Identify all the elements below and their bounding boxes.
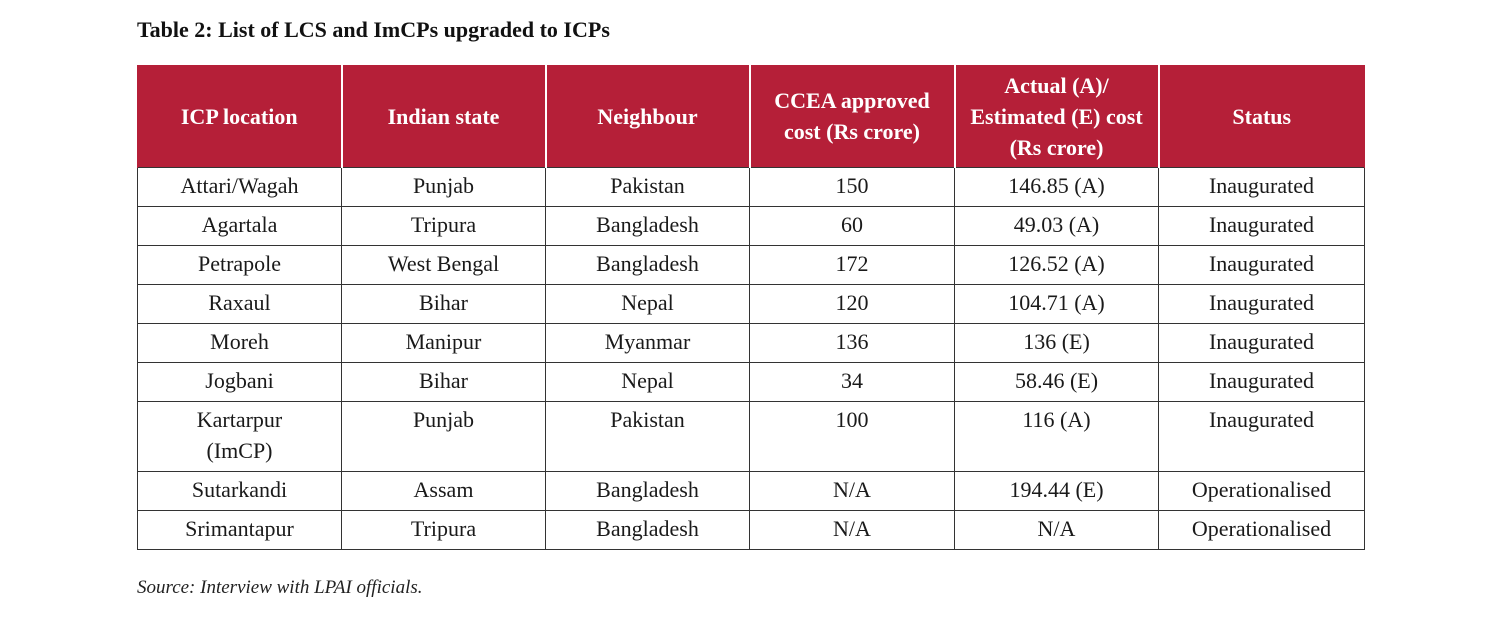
header-neighbour: Neighbour: [544, 65, 751, 168]
cell-icp-location: Agartala: [137, 206, 342, 246]
cell-icp-location: Attari/Wagah: [137, 167, 342, 207]
cell-actual-cost: 146.85 (A): [954, 167, 1159, 207]
table-title: Table 2: List of LCS and ImCPs upgraded …: [137, 17, 610, 42]
cell-actual-cost: 49.03 (A): [954, 206, 1159, 246]
cell-indian-state: West Bengal: [341, 245, 546, 285]
cell-ccea-cost: 120: [749, 284, 955, 324]
header-actual-estimated-cost: Actual (A)/ Estimated (E) cost (Rs crore…: [953, 65, 1160, 168]
cell-status: Inaugurated: [1158, 323, 1365, 363]
cell-indian-state: Tripura: [341, 510, 546, 550]
table-row: Agartala Tripura Bangladesh 60 49.03 (A)…: [137, 206, 1365, 246]
cell-status: Operationalised: [1158, 510, 1365, 550]
cell-neighbour: Pakistan: [545, 167, 750, 207]
cell-actual-cost: 136 (E): [954, 323, 1159, 363]
cell-ccea-cost: 34: [749, 362, 955, 402]
header-row: ICP location Indian state Neighbour CCEA…: [137, 65, 1365, 168]
cell-actual-cost: 116 (A): [954, 401, 1159, 472]
table-row: Jogbani Bihar Nepal 34 58.46 (E) Inaugur…: [137, 362, 1365, 402]
cell-icp-location: Srimantapur: [137, 510, 342, 550]
cell-neighbour: Nepal: [545, 284, 750, 324]
cell-status: Inaugurated: [1158, 167, 1365, 207]
cell-icp-location: Petrapole: [137, 245, 342, 285]
cell-actual-cost: 58.46 (E): [954, 362, 1159, 402]
table-row: Petrapole West Bengal Bangladesh 172 126…: [137, 245, 1365, 285]
cell-ccea-cost: 150: [749, 167, 955, 207]
cell-ccea-cost: 100: [749, 401, 955, 472]
header-ccea-cost: CCEA approved cost (Rs crore): [748, 65, 956, 168]
cell-actual-cost: 194.44 (E): [954, 471, 1159, 511]
cell-neighbour: Nepal: [545, 362, 750, 402]
table-row: Moreh Manipur Myanmar 136 136 (E) Inaugu…: [137, 323, 1365, 363]
cell-status: Operationalised: [1158, 471, 1365, 511]
cell-indian-state: Bihar: [341, 362, 546, 402]
table-row: Srimantapur Tripura Bangladesh N/A N/A O…: [137, 510, 1365, 550]
cell-indian-state: Punjab: [341, 401, 546, 472]
cell-neighbour: Pakistan: [545, 401, 750, 472]
cell-neighbour: Bangladesh: [545, 245, 750, 285]
cell-status: Inaugurated: [1158, 401, 1365, 472]
cell-indian-state: Punjab: [341, 167, 546, 207]
cell-icp-location: Jogbani: [137, 362, 342, 402]
cell-status: Inaugurated: [1158, 245, 1365, 285]
table-row: Raxaul Bihar Nepal 120 104.71 (A) Inaugu…: [137, 284, 1365, 324]
cell-actual-cost: 104.71 (A): [954, 284, 1159, 324]
cell-actual-cost: N/A: [954, 510, 1159, 550]
cell-actual-cost: 126.52 (A): [954, 245, 1159, 285]
cell-ccea-cost: 136: [749, 323, 955, 363]
cell-icp-location: Moreh: [137, 323, 342, 363]
table-row: Kartarpur (ImCP) Punjab Pakistan 100 116…: [137, 401, 1365, 472]
cell-indian-state: Assam: [341, 471, 546, 511]
cell-indian-state: Tripura: [341, 206, 546, 246]
cell-neighbour: Bangladesh: [545, 471, 750, 511]
cell-neighbour: Bangladesh: [545, 206, 750, 246]
cell-ccea-cost: 172: [749, 245, 955, 285]
cell-ccea-cost: N/A: [749, 510, 955, 550]
header-icp-location: ICP location: [137, 65, 343, 168]
table-row: Attari/Wagah Punjab Pakistan 150 146.85 …: [137, 167, 1365, 207]
header-indian-state: Indian state: [340, 65, 547, 168]
cell-neighbour: Myanmar: [545, 323, 750, 363]
table-row: Sutarkandi Assam Bangladesh N/A 194.44 (…: [137, 471, 1365, 511]
cell-indian-state: Bihar: [341, 284, 546, 324]
header-status: Status: [1157, 65, 1365, 168]
cell-status: Inaugurated: [1158, 362, 1365, 402]
cell-status: Inaugurated: [1158, 284, 1365, 324]
cell-ccea-cost: 60: [749, 206, 955, 246]
cell-icp-location: Kartarpur (ImCP): [137, 401, 342, 472]
cell-ccea-cost: N/A: [749, 471, 955, 511]
cell-indian-state: Manipur: [341, 323, 546, 363]
cell-icp-location: Raxaul: [137, 284, 342, 324]
icp-table: ICP location Indian state Neighbour CCEA…: [137, 65, 1365, 550]
cell-neighbour: Bangladesh: [545, 510, 750, 550]
cell-icp-location: Sutarkandi: [137, 471, 342, 511]
source-note: Source: Interview with LPAI officials.: [137, 577, 423, 598]
cell-status: Inaugurated: [1158, 206, 1365, 246]
